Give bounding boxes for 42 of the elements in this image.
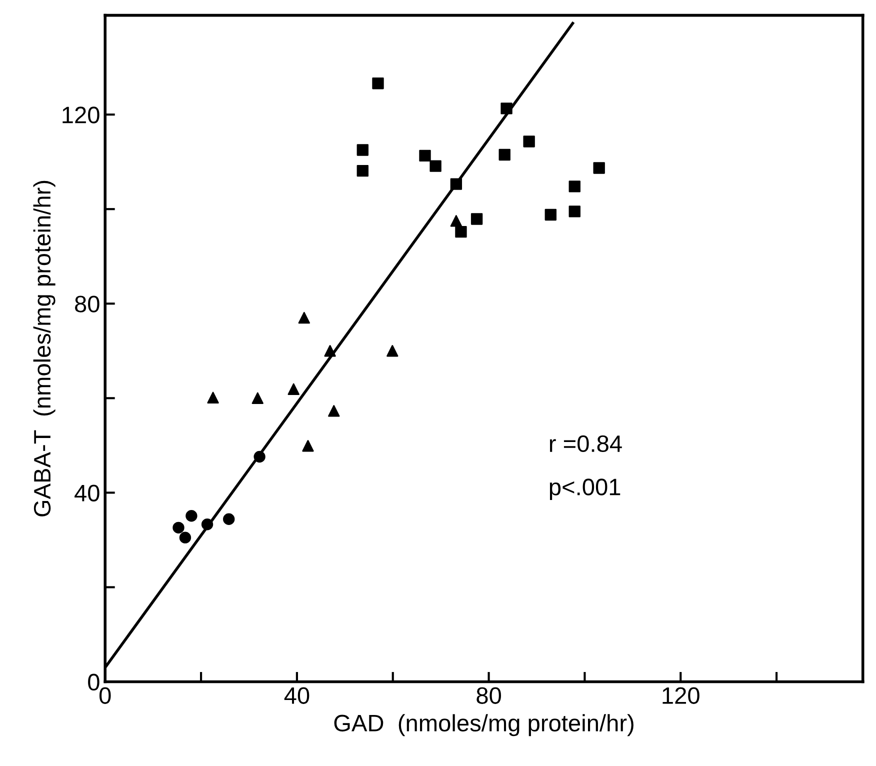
point xyxy=(498,148,510,161)
point xyxy=(223,513,235,525)
point xyxy=(207,392,219,404)
point xyxy=(179,532,192,544)
x-axis-title: GAD (nmoles/mg protein/hr) xyxy=(334,714,634,736)
point xyxy=(298,312,310,324)
point xyxy=(568,206,580,218)
point xyxy=(328,405,340,417)
point xyxy=(419,150,431,162)
annotation: p<.001 xyxy=(550,478,620,500)
x-tick-label: 120 xyxy=(662,687,700,704)
point xyxy=(455,226,467,238)
point xyxy=(430,160,442,172)
y-axis-title: GABA-T (nmoles/mg protein/hr) xyxy=(33,180,56,516)
point xyxy=(356,164,368,177)
point xyxy=(450,178,462,190)
point xyxy=(252,392,264,404)
x-tick-label: 0 xyxy=(99,687,111,704)
y-tick-label: 80 xyxy=(75,296,100,312)
x-tick-label: 40 xyxy=(284,687,310,704)
point xyxy=(288,383,300,396)
point xyxy=(470,213,483,225)
annotation: r =0.84 xyxy=(550,435,622,452)
point xyxy=(450,215,462,227)
point xyxy=(500,102,512,114)
x-tick-label: 80 xyxy=(476,687,501,704)
point xyxy=(593,162,605,174)
point xyxy=(523,136,535,148)
point xyxy=(201,518,214,530)
point xyxy=(254,450,266,463)
point xyxy=(186,510,198,522)
y-tick-label: 40 xyxy=(74,484,100,502)
point xyxy=(356,144,368,156)
y-tick-label: 0 xyxy=(88,674,100,691)
point xyxy=(568,180,580,192)
y-tick-label: 120 xyxy=(62,106,100,124)
point xyxy=(172,522,184,534)
point xyxy=(302,440,314,452)
point xyxy=(372,78,384,90)
point xyxy=(324,345,336,357)
point xyxy=(544,208,556,221)
point xyxy=(386,345,398,357)
